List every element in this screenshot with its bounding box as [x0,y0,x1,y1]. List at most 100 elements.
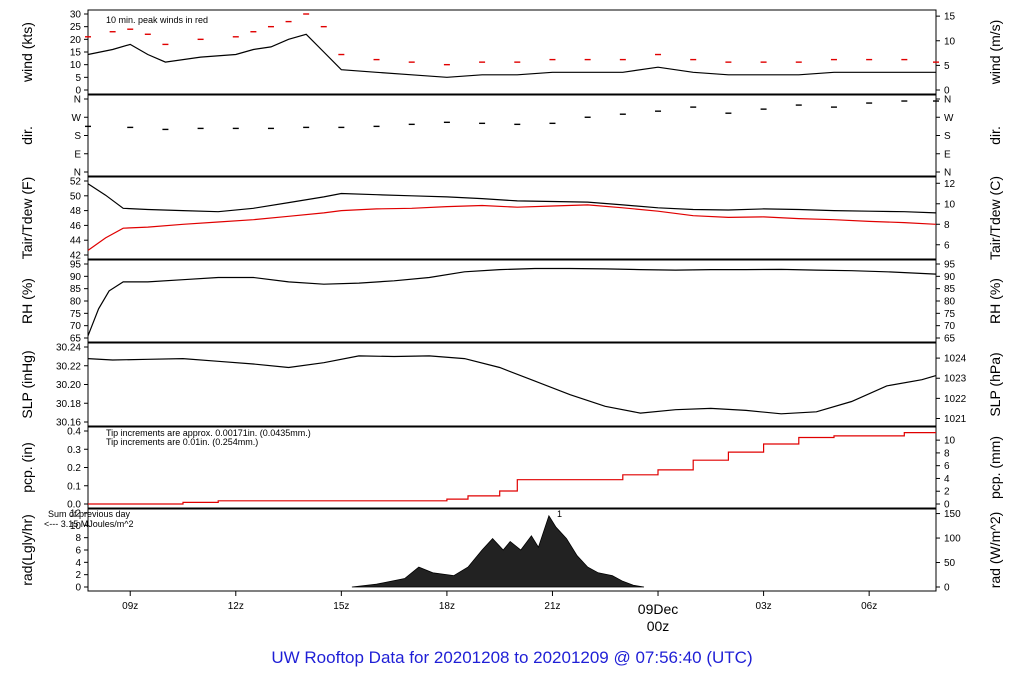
precipitation-panel-ytick-label: 0.4 [67,427,81,438]
temperature-panel-ytick-label: 44 [70,236,82,247]
pressure-panel-frame [87,342,937,427]
precipitation-line [88,432,936,505]
temperature-panel-ylabel-right: Tair/Tdew (C) [987,176,1003,260]
wind-panel-ylabel-right: wind (m/s) [987,20,1003,86]
humidity-panel-ytick-label: 85 [70,284,82,295]
pressure-panel-ytick-label: 30.16 [56,418,81,429]
pressure-panel-ytick-label-right: 1022 [944,394,967,405]
x-tick-label: 09z [122,601,138,612]
radiation-panel-ytick-label: 10 [70,521,82,532]
precip-tip-note-blue: Tip increments are 0.01in. (0.254mm.) [106,437,258,447]
air-temperature-line [87,183,937,214]
humidity-panel-ytick-label: 95 [70,260,82,271]
pressure-panel-ytick-label-right: 1021 [944,414,967,425]
direction-panel-ytick-label: N [74,95,81,106]
wind-panel-ylabel: wind (kts) [19,22,35,83]
pressure-panel-ytick-label-right: 1023 [944,374,967,385]
x-tick-label: 18z [439,601,455,612]
direction-panel-ylabel: dir. [19,126,35,145]
chart-footer-title: UW Rooftop Data for 20201208 to 20201209… [271,648,753,667]
radiation-sum-note: Sum of previous day [48,509,131,519]
temperature-panel-ytick-label: 46 [70,221,82,232]
radiation-panel-ytick-label: 4 [75,558,81,569]
dewpoint-line [87,204,937,251]
wind-speed-line [87,33,936,78]
precipitation-panel-ytick-label-right: 6 [944,461,950,472]
direction-panel-ytick-label-right: S [944,131,951,142]
radiation-panel-ytick-label: 0 [75,583,81,594]
wind-panel-ytick-label: 25 [70,22,82,33]
wind-panel-ytick-label-right: 10 [944,36,956,47]
precipitation-panel-ytick-label: 0.3 [67,445,81,456]
radiation-panel-ytick-label: 2 [75,570,81,581]
direction-panel-ytick-label-right: N [944,168,951,179]
x-day-label: 09Dec [638,601,678,617]
pressure-panel-ytick-label: 30.18 [56,399,81,410]
relative-humidity-line [87,267,937,337]
precipitation-panel-ytick-label-right: 10 [944,436,956,447]
precipitation-panel-ytick-label: 0.1 [67,481,81,492]
precipitation-panel-ylabel-right: pcp. (mm) [987,436,1003,499]
x-tick-label: 06z [861,601,877,612]
humidity-panel-ytick-label: 65 [70,334,82,345]
pressure-panel-ytick-label: 30.22 [56,361,81,372]
radiation-panel-ytick-label: 12 [70,509,82,520]
precipitation-panel-ytick-label-right: 4 [944,474,950,485]
temperature-panel-ytick-label: 50 [70,191,82,202]
radiation-panel-ytick-label-right: 150 [944,509,961,520]
pressure-panel-ytick-label-right: 1024 [944,354,967,365]
radiation-area [351,514,645,588]
x-tick-label: 03z [756,601,772,612]
temperature-panel-frame [87,176,937,260]
humidity-panel-ytick-label-right: 70 [944,321,956,332]
wind-panel-ytick-label-right: 5 [944,61,950,72]
pressure-panel-ytick-label: 30.24 [56,343,81,354]
precipitation-panel-ytick-label-right: 8 [944,448,950,459]
wind-panel-ytick-label: 20 [70,35,82,46]
wind-panel-ytick-label: 0 [75,86,81,97]
temperature-panel-ytick-label-right: 8 [944,220,950,231]
wind-panel-ytick-label-right: 0 [944,86,950,97]
pressure-panel-ylabel-right: SLP (hPa) [987,352,1003,416]
x-tick-label: 21z [544,601,560,612]
radiation-marker: 1 [557,509,562,519]
temperature-panel-ytick-label-right: 10 [944,199,956,210]
wind-panel-frame [87,9,937,95]
direction-panel-frame [87,94,937,177]
radiation-panel-ytick-label-right: 100 [944,534,961,545]
direction-panel-ylabel-right: dir. [987,126,1003,145]
precipitation-panel-ytick-label-right: 0 [944,500,950,511]
direction-panel-ytick-label: E [74,149,81,160]
wind-panel-ytick-label: 30 [70,10,82,21]
direction-panel-ytick-label: W [72,113,82,124]
direction-panel-ytick-label-right: E [944,149,951,160]
sea-level-pressure-line [87,355,937,415]
humidity-panel-ytick-label: 75 [70,309,82,320]
humidity-panel-ytick-label: 70 [70,321,82,332]
humidity-panel-frame [87,259,937,343]
wind-panel-ytick-label: 15 [70,48,82,59]
radiation-panel-ylabel: rad(Lgly/hr) [19,514,35,586]
wind-peak-note: 10 min. peak winds in red [106,15,208,25]
direction-panel-ytick-label: S [74,131,81,142]
temperature-panel-ytick-label-right: 12 [944,179,956,190]
precipitation-panel-ytick-label: 0.0 [67,500,81,511]
temperature-panel-ytick-label: 52 [70,177,82,188]
wind-panel-ytick-label: 10 [70,60,82,71]
precipitation-panel-ytick-label-right: 2 [944,487,950,498]
temperature-panel-ytick-label: 48 [70,206,82,217]
humidity-panel-ytick-label: 90 [70,272,82,283]
humidity-panel-ytick-label-right: 75 [944,309,956,320]
precip-tip-note-red: Tip increments are approx. 0.00171in. (0… [106,428,311,438]
humidity-panel-ytick-label-right: 85 [944,284,956,295]
humidity-panel-ylabel: RH (%) [19,278,35,324]
radiation-panel-ytick-label-right: 50 [944,558,956,569]
radiation-panel-ylabel-right: rad (W/m^2) [987,512,1003,589]
x-day-label-sub: 00z [647,618,670,634]
direction-panel-ytick-label-right: W [944,113,954,124]
pressure-panel-ylabel: SLP (inHg) [19,350,35,418]
x-tick-label: 15z [333,601,349,612]
humidity-panel-ytick-label-right: 95 [944,260,956,271]
x-tick-label: 12z [228,601,244,612]
humidity-panel-ytick-label-right: 80 [944,297,956,308]
